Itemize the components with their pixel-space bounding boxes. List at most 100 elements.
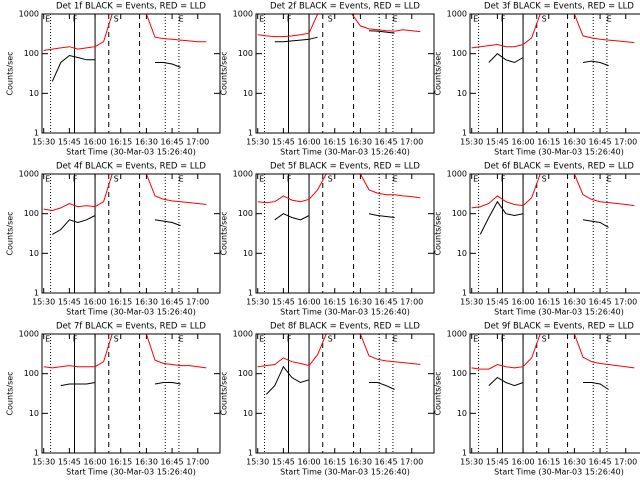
event-marker-label: S (114, 335, 119, 344)
y-tick-label: 100 (452, 369, 467, 378)
y-axis-label: Counts/sec (220, 211, 229, 255)
data-line (583, 382, 609, 390)
chart-title: Det 9f BLACK = Events, RED = LLD (484, 322, 634, 332)
y-tick-label: 100 (24, 209, 39, 218)
x-tick-label: 17:00 (186, 458, 209, 467)
event-marker-label: E (473, 15, 478, 24)
x-tick-label: 15:30 (460, 298, 483, 307)
x-tick-label: 16:30 (135, 458, 158, 467)
x-tick-label: 16:45 (161, 138, 184, 147)
y-tick-label: 10 (243, 409, 253, 418)
x-tick-label: 16:30 (563, 458, 586, 467)
x-tick-label: 15:45 (272, 298, 295, 307)
x-tick-label: 16:15 (537, 298, 560, 307)
x-tick-label: 15:45 (272, 138, 295, 147)
chart-title: Det 4f BLACK = Events, RED = LLD (56, 162, 206, 172)
x-tick-label: 15:30 (246, 458, 269, 467)
panel: Det 4f BLACK = Events, RED = LLD Start Ti… (6, 162, 221, 317)
y-tick-label: 1 (248, 449, 253, 458)
event-marker-label: F (73, 175, 78, 184)
event-marker-label: E (607, 175, 612, 184)
event-marker-label: F (501, 175, 506, 184)
x-tick-label: 16:45 (375, 138, 398, 147)
y-tick-label: 100 (452, 209, 467, 218)
y-tick-label: 100 (24, 49, 39, 58)
event-marker-label: E (259, 175, 264, 184)
data-line (154, 219, 181, 227)
panel: Det 6f BLACK = Events, RED = LLD Start Ti… (434, 162, 640, 317)
y-axis-label: Counts/sec (434, 211, 443, 255)
x-tick-label: 16:00 (84, 458, 107, 467)
event-marker-label: S (328, 175, 333, 184)
plot-frame (469, 333, 640, 454)
data-line (488, 376, 524, 387)
chart-title: Det 7f BLACK = Events, RED = LLD (56, 322, 206, 332)
data-line (51, 54, 96, 82)
y-tick-label: 1000 (447, 10, 467, 19)
x-tick-label: 15:30 (460, 458, 483, 467)
x-tick-label: 15:45 (58, 138, 81, 147)
y-tick-label: 1 (248, 129, 253, 138)
chart-title: Det 2f BLACK = Events, RED = LLD (270, 2, 420, 12)
data-line (471, 334, 635, 370)
x-tick-label: 16:00 (512, 298, 535, 307)
event-marker-label: E (45, 15, 50, 24)
data-line (60, 382, 96, 387)
data-line (257, 334, 421, 368)
x-tick-label: 15:45 (486, 138, 509, 147)
event-marker-label: F (287, 175, 292, 184)
data-line (52, 215, 96, 235)
plot-frame (41, 333, 221, 454)
y-tick-label: 10 (457, 409, 467, 418)
x-tick-label: 16:00 (298, 138, 321, 147)
event-marker-label: S (114, 15, 119, 24)
y-tick-label: 1 (34, 289, 39, 298)
x-tick-label: 16:45 (161, 458, 184, 467)
x-tick-label: 15:45 (58, 458, 81, 467)
event-marker-label: E (473, 335, 478, 344)
data-line (257, 174, 421, 204)
event-marker-label: E (393, 175, 398, 184)
x-tick-label: 15:45 (486, 298, 509, 307)
event-marker-label: E (179, 15, 184, 24)
x-tick-label: 17:00 (614, 138, 637, 147)
x-tick-label: 17:00 (400, 458, 423, 467)
y-tick-label: 1000 (447, 330, 467, 339)
panel: Det 8f BLACK = Events, RED = LLD Start Ti… (220, 322, 435, 477)
plot-frame (469, 13, 640, 134)
x-tick-label: 17:00 (614, 298, 637, 307)
x-tick-label: 16:15 (323, 458, 346, 467)
event-marker-label: E (179, 335, 184, 344)
data-line (369, 382, 395, 390)
data-line (471, 14, 635, 49)
x-tick-label: 16:15 (323, 138, 346, 147)
y-tick-label: 1 (248, 289, 253, 298)
data-line (368, 30, 395, 34)
x-tick-label: 16:45 (161, 298, 184, 307)
data-line (155, 62, 181, 68)
x-tick-label: 17:00 (400, 298, 423, 307)
x-tick-label: 15:45 (58, 298, 81, 307)
plot-frame (469, 173, 640, 294)
x-tick-label: 16:00 (298, 458, 321, 467)
data-line (582, 219, 609, 228)
y-tick-label: 10 (29, 89, 39, 98)
data-line (43, 14, 207, 51)
event-marker-label: E (393, 335, 398, 344)
data-line (582, 60, 609, 67)
x-tick-label: 15:45 (272, 458, 295, 467)
x-tick-label: 16:15 (109, 458, 132, 467)
x-axis-label: Start Time (30-Mar-03 15:26:40) (494, 468, 624, 477)
y-tick-label: 10 (29, 409, 39, 418)
x-tick-label: 15:30 (32, 298, 55, 307)
y-tick-label: 100 (24, 369, 39, 378)
data-line (488, 53, 524, 64)
plot-frame (255, 13, 435, 134)
data-line (43, 334, 207, 369)
event-marker-label: E (259, 15, 264, 24)
event-marker-label: S (542, 15, 547, 24)
y-tick-label: 10 (457, 89, 467, 98)
x-tick-label: 16:15 (537, 138, 560, 147)
plot-frame (255, 333, 435, 454)
